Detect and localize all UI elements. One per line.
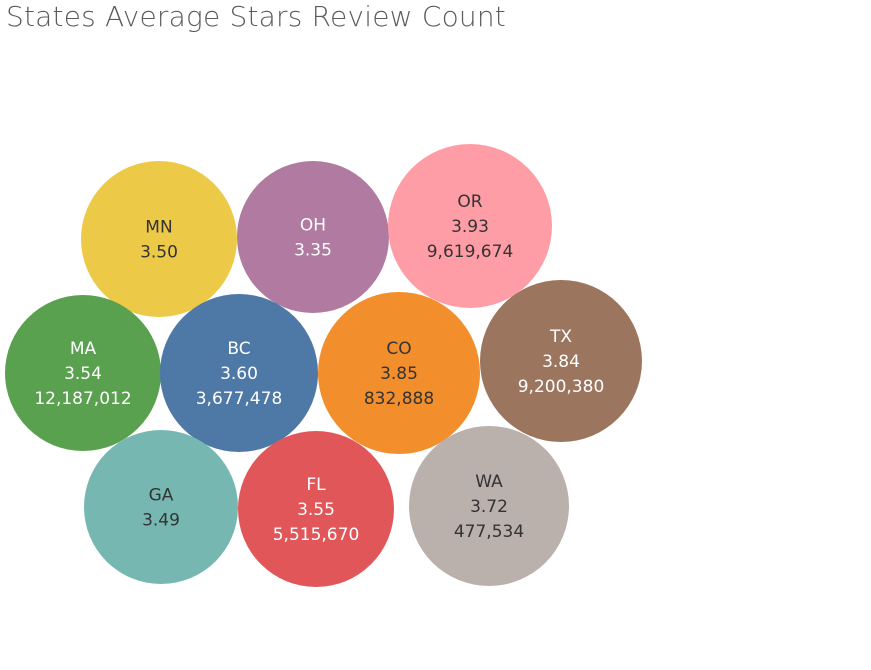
state-label-wa: WA — [475, 472, 503, 492]
bubble-oh[interactable] — [237, 161, 389, 313]
avg-stars-label-or: 3.93 — [451, 217, 489, 237]
bubble-wa[interactable] — [409, 426, 569, 586]
avg-stars-label-oh: 3.35 — [294, 241, 332, 261]
review-count-label-fl: 5,515,670 — [273, 525, 360, 545]
review-count-label-or: 9,619,674 — [427, 242, 514, 262]
state-label-oh: OH — [300, 216, 326, 236]
bubble-co[interactable] — [318, 292, 480, 454]
bubble-fl[interactable] — [238, 431, 394, 587]
avg-stars-label-bc: 3.60 — [220, 364, 258, 384]
avg-stars-label-mn: 3.50 — [140, 243, 178, 263]
bubble-ma[interactable] — [5, 295, 161, 451]
avg-stars-label-fl: 3.55 — [297, 500, 335, 520]
state-label-tx: TX — [549, 327, 572, 347]
state-label-fl: FL — [306, 475, 326, 495]
bubble-bc[interactable] — [160, 294, 318, 452]
avg-stars-label-ga: 3.49 — [142, 511, 180, 531]
bubble-tx[interactable] — [480, 280, 642, 442]
bubble-ga[interactable] — [84, 430, 238, 584]
state-label-bc: BC — [227, 339, 250, 359]
review-count-label-co: 832,888 — [364, 389, 434, 409]
state-label-co: CO — [386, 339, 411, 359]
review-count-label-tx: 9,200,380 — [518, 377, 605, 397]
bubble-or[interactable] — [388, 144, 552, 308]
review-count-label-ma: 12,187,012 — [34, 389, 131, 409]
state-label-ga: GA — [149, 486, 174, 506]
state-label-or: OR — [457, 192, 482, 212]
avg-stars-label-tx: 3.84 — [542, 352, 580, 372]
bubble-mn[interactable] — [81, 161, 237, 317]
avg-stars-label-wa: 3.72 — [470, 497, 508, 517]
review-count-label-bc: 3,677,478 — [196, 389, 283, 409]
state-label-ma: MA — [70, 339, 97, 359]
state-label-mn: MN — [145, 218, 172, 238]
review-count-label-wa: 477,534 — [454, 522, 524, 542]
chart-title: States Average Stars Review Count — [6, 0, 506, 33]
avg-stars-label-co: 3.85 — [380, 364, 418, 384]
avg-stars-label-ma: 3.54 — [64, 364, 102, 384]
